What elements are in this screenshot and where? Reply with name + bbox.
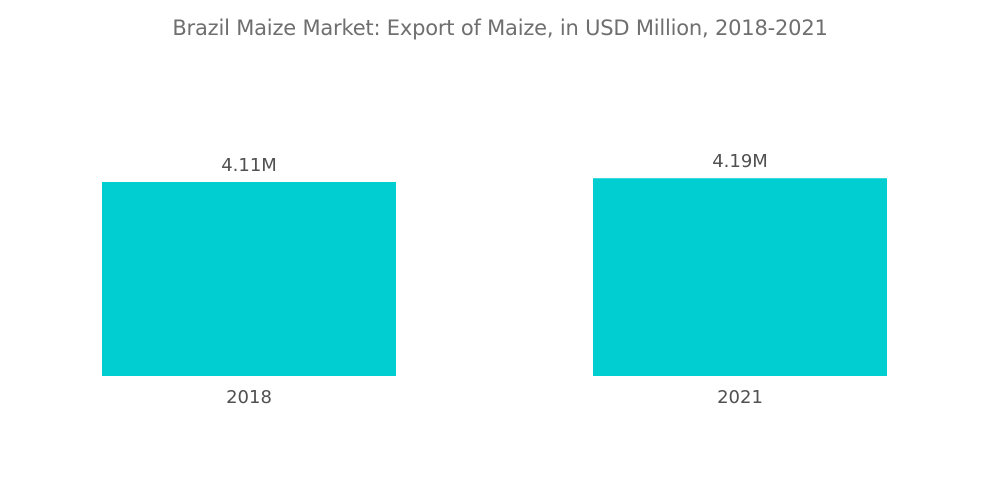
bar-2021 xyxy=(593,178,887,376)
x-tick-label-2021: 2021 xyxy=(717,387,763,408)
bar-2018 xyxy=(102,182,396,376)
x-tick-label-2018: 2018 xyxy=(226,387,272,408)
chart-title: Brazil Maize Market: Export of Maize, in… xyxy=(172,16,828,40)
data-label-2018: 4.11M xyxy=(221,155,277,176)
data-label-2021: 4.19M xyxy=(712,151,768,172)
